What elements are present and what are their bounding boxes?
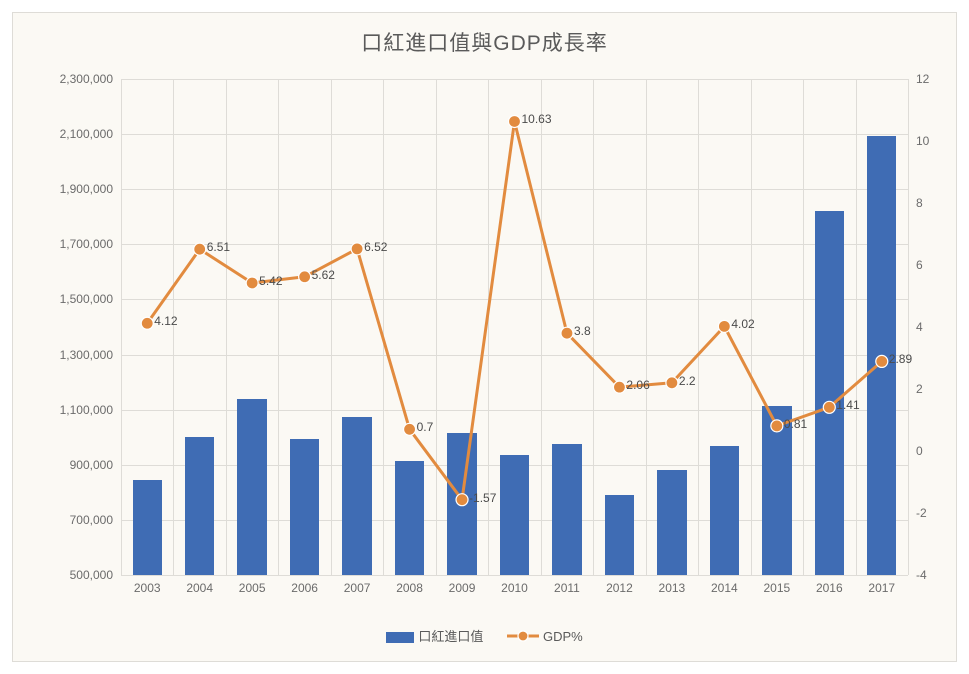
ytick-right: 6 xyxy=(908,258,923,272)
ytick-left: 2,100,000 xyxy=(60,127,121,141)
legend-item-bars: 口紅進口值 xyxy=(386,626,483,645)
ytick-left: 1,700,000 xyxy=(60,237,121,251)
ytick-right: 8 xyxy=(908,196,923,210)
ytick-right: -4 xyxy=(908,568,927,582)
line-data-label: 0.7 xyxy=(417,420,434,434)
line-marker xyxy=(509,115,521,127)
ytick-left: 500,000 xyxy=(70,568,121,582)
gdp-line xyxy=(147,121,882,499)
x-gridline xyxy=(908,79,909,575)
xtick: 2006 xyxy=(291,575,318,595)
line-data-label: -1.57 xyxy=(469,491,496,505)
ytick-left: 700,000 xyxy=(70,513,121,527)
xtick: 2004 xyxy=(186,575,213,595)
line-marker xyxy=(246,277,258,289)
ytick-left: 1,100,000 xyxy=(60,403,121,417)
legend-swatch-bar xyxy=(386,632,414,643)
legend-label-bars: 口紅進口值 xyxy=(418,629,483,644)
xtick: 2005 xyxy=(239,575,266,595)
line-marker xyxy=(666,377,678,389)
line-data-label: 6.51 xyxy=(207,240,230,254)
ytick-right: -2 xyxy=(908,506,927,520)
ytick-left: 1,300,000 xyxy=(60,348,121,362)
line-data-label: 5.42 xyxy=(259,274,282,288)
xtick: 2015 xyxy=(763,575,790,595)
line-layer xyxy=(121,79,908,575)
ytick-right: 10 xyxy=(908,134,929,148)
line-data-label: 2.89 xyxy=(889,352,912,366)
line-data-label: 2.2 xyxy=(679,374,696,388)
legend: 口紅進口值 GDP% xyxy=(13,626,956,645)
legend-swatch-line xyxy=(507,630,539,645)
xtick: 2016 xyxy=(816,575,843,595)
line-marker xyxy=(613,381,625,393)
line-data-label: 4.02 xyxy=(731,317,754,331)
ytick-right: 2 xyxy=(908,382,923,396)
line-marker xyxy=(351,243,363,255)
line-marker xyxy=(456,494,468,506)
line-data-label: 0.81 xyxy=(784,417,807,431)
ytick-right: 0 xyxy=(908,444,923,458)
chart-panel: 口紅進口值與GDP成長率 500,000700,000900,0001,100,… xyxy=(12,12,957,662)
xtick: 2011 xyxy=(554,575,580,595)
chart-title: 口紅進口值與GDP成長率 xyxy=(13,27,956,57)
line-data-label: 5.62 xyxy=(312,268,335,282)
xtick: 2012 xyxy=(606,575,633,595)
xtick: 2007 xyxy=(344,575,371,595)
line-marker xyxy=(141,317,153,329)
line-data-label: 10.63 xyxy=(522,112,552,126)
ytick-left: 900,000 xyxy=(70,458,121,472)
xtick: 2017 xyxy=(868,575,895,595)
line-marker xyxy=(561,327,573,339)
line-marker xyxy=(194,243,206,255)
xtick: 2013 xyxy=(659,575,686,595)
line-marker xyxy=(718,320,730,332)
line-marker xyxy=(771,420,783,432)
line-data-label: 4.12 xyxy=(154,314,177,328)
line-data-label: 3.8 xyxy=(574,324,591,338)
ytick-left: 1,900,000 xyxy=(60,182,121,196)
legend-item-line: GDP% xyxy=(507,629,583,645)
line-data-label: 2.06 xyxy=(626,378,649,392)
xtick: 2014 xyxy=(711,575,738,595)
ytick-left: 2,300,000 xyxy=(60,72,121,86)
xtick: 2008 xyxy=(396,575,423,595)
xtick: 2003 xyxy=(134,575,161,595)
line-marker xyxy=(299,271,311,283)
plot-area: 500,000700,000900,0001,100,0001,300,0001… xyxy=(121,79,908,575)
xtick: 2009 xyxy=(449,575,476,595)
legend-label-line: GDP% xyxy=(543,629,583,644)
ytick-right: 12 xyxy=(908,72,929,86)
line-marker xyxy=(823,401,835,413)
ytick-left: 1,500,000 xyxy=(60,292,121,306)
line-marker xyxy=(404,423,416,435)
line-marker xyxy=(876,355,888,367)
xtick: 2010 xyxy=(501,575,528,595)
chart-outer: 口紅進口值與GDP成長率 500,000700,000900,0001,100,… xyxy=(0,0,969,674)
legend-line-icon xyxy=(507,630,539,642)
line-data-label: 6.52 xyxy=(364,240,387,254)
ytick-right: 4 xyxy=(908,320,923,334)
line-data-label: 1.41 xyxy=(836,398,859,412)
